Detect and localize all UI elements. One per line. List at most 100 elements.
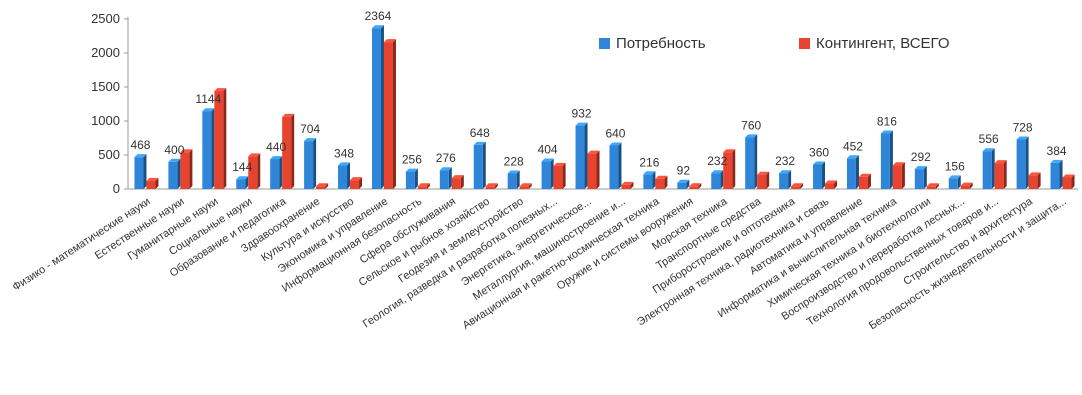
bar-series-2 <box>316 183 329 189</box>
bar-top <box>779 170 792 174</box>
bar-series-2 <box>587 150 600 189</box>
bar-top <box>236 176 249 180</box>
bar-front <box>791 186 801 189</box>
bar-side <box>867 173 871 189</box>
bar-side <box>426 183 430 189</box>
bar-side <box>686 179 690 189</box>
bar-side <box>562 162 566 189</box>
bar-front <box>202 111 212 189</box>
bar-top <box>473 141 486 145</box>
bar-top <box>982 148 995 152</box>
bar-series-2 <box>383 39 396 190</box>
bar-series-2 <box>960 182 973 189</box>
bar-series-1 <box>643 171 656 189</box>
bar-top <box>338 162 351 166</box>
data-label: 292 <box>911 150 931 164</box>
bar-series-1 <box>779 170 792 189</box>
bar-series-1 <box>948 175 961 189</box>
bar-top <box>146 177 159 181</box>
bar-top <box>711 170 724 174</box>
bar-series-2 <box>146 177 159 189</box>
bar-front <box>858 176 868 189</box>
bar-top <box>677 179 690 183</box>
bar-front <box>383 42 393 190</box>
bar-top <box>485 183 498 187</box>
bar-side <box>211 108 215 189</box>
data-label: 2364 <box>365 9 392 23</box>
data-label: 932 <box>572 107 592 121</box>
bar-top <box>813 161 826 165</box>
bar-series-2 <box>1028 172 1041 189</box>
bar-top <box>880 130 893 134</box>
bar-front <box>587 153 597 189</box>
data-label: 384 <box>1047 144 1067 158</box>
y-tick-label: 2500 <box>91 11 120 26</box>
data-label: 648 <box>470 126 490 140</box>
bar-side <box>245 176 249 189</box>
bar-front <box>926 186 936 189</box>
data-label: 556 <box>979 132 999 146</box>
data-label: 92 <box>677 164 691 178</box>
bar-top <box>621 181 634 185</box>
bar-front <box>134 157 144 189</box>
legend-swatch-series-2 <box>799 38 810 49</box>
bar-top <box>214 88 227 92</box>
bar-front <box>168 161 178 189</box>
bar-front <box>270 159 280 189</box>
bar-front <box>439 170 449 189</box>
bar-series-2 <box>180 149 193 189</box>
bar-front <box>757 174 767 189</box>
bar-top <box>846 155 859 159</box>
bar-side <box>720 170 724 189</box>
bar-series-1 <box>270 156 283 189</box>
bar-series-1 <box>609 142 622 189</box>
bar-side <box>630 181 634 189</box>
data-label: 452 <box>843 139 863 153</box>
bar-top <box>553 162 566 166</box>
bar-side <box>279 156 283 189</box>
bar-series-1 <box>134 154 147 189</box>
bar-series-1 <box>880 130 893 189</box>
bar-front <box>846 158 856 189</box>
data-label: 1144 <box>195 92 221 106</box>
bar-front <box>960 185 970 189</box>
bar-series-1 <box>745 134 758 189</box>
bar-side <box>460 175 464 189</box>
data-label: 256 <box>402 153 422 167</box>
bar-front <box>316 186 326 189</box>
bar-top <box>304 138 317 142</box>
bar-side <box>991 148 995 189</box>
legend-label-series-1: Потребность <box>616 35 706 52</box>
bar-side <box>834 180 838 189</box>
bar-side <box>257 153 261 189</box>
bar-front <box>621 184 631 189</box>
bar-top <box>507 170 520 174</box>
bar-series-2 <box>485 183 498 189</box>
bar-top <box>643 171 656 175</box>
bar-front <box>180 152 190 189</box>
bar-side <box>1037 172 1041 189</box>
bar-front <box>214 91 224 189</box>
bar-series-2 <box>1062 174 1075 189</box>
bar-top <box>519 183 532 187</box>
y-tick-label: 0 <box>113 181 120 196</box>
bar-side <box>528 183 532 189</box>
bar-side <box>754 134 758 189</box>
bar-side <box>923 166 927 189</box>
bar-front <box>350 180 360 189</box>
bar-front <box>507 173 517 189</box>
bar-series-2 <box>791 183 804 189</box>
bar-front <box>304 141 314 189</box>
data-label: 728 <box>1013 120 1033 134</box>
bar-side <box>325 183 329 189</box>
bar-side <box>155 177 159 189</box>
bar-series-1 <box>711 170 724 189</box>
bar-side <box>380 25 384 189</box>
bar-front <box>553 165 563 189</box>
bar-top <box>575 122 588 126</box>
bar-top <box>202 108 215 112</box>
bar-side <box>223 88 227 189</box>
bar-front <box>948 178 958 189</box>
